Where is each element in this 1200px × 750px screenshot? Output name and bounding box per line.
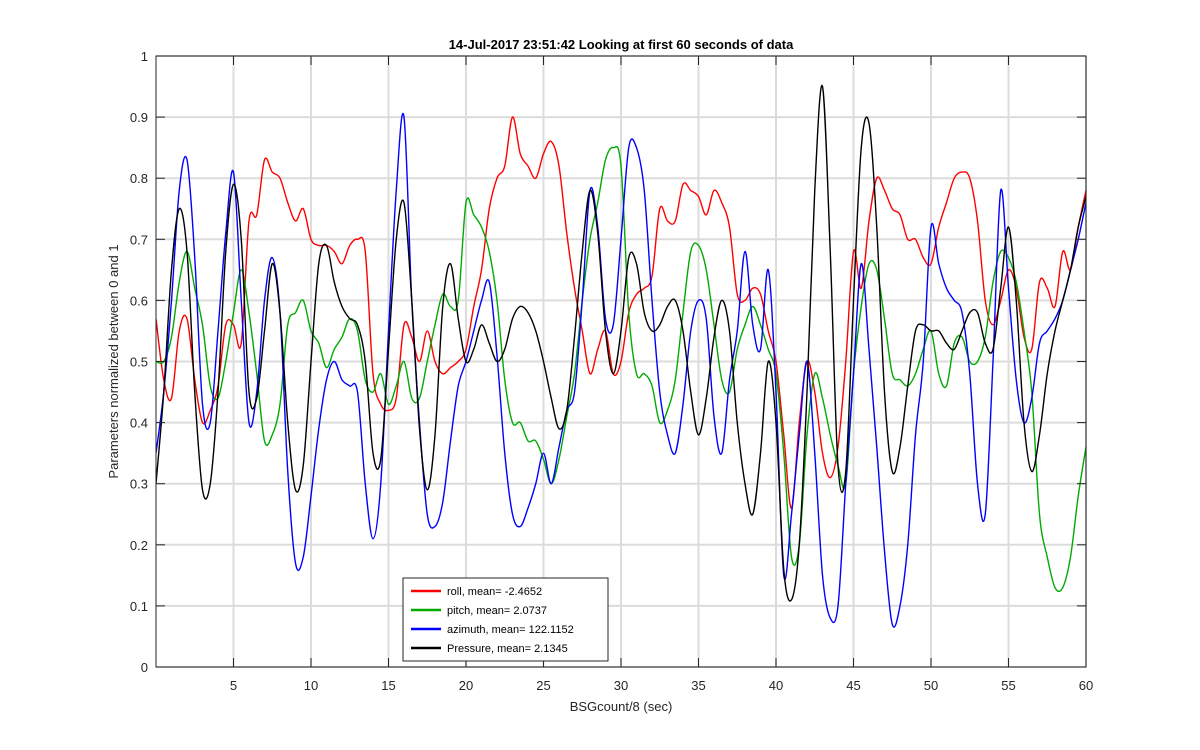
ticks: 5 10 15 20 25 30 35 40 45 50 55 60 0 0.1 0.2 0.3 0.4 0.5 0… <box>130 49 1093 693</box>
x-tick-label: 60 <box>1079 678 1093 693</box>
x-tick-label: 40 <box>769 678 783 693</box>
y-tick-label: 0.6 <box>130 293 148 308</box>
x-tick-label: 20 <box>459 678 473 693</box>
legend-entry-azimuth: azimuth, mean= 122.1152 <box>447 624 574 636</box>
chart-title: 14-Jul-2017 23:51:42 Looking at first 60… <box>449 37 794 52</box>
y-tick-label: 0.8 <box>130 171 148 186</box>
x-tick-label: 10 <box>304 678 318 693</box>
series-line-pressure <box>156 84 1086 602</box>
x-tick-label: 55 <box>1001 678 1015 693</box>
series-line-azimuth <box>156 113 1086 628</box>
x-tick-label: 25 <box>536 678 550 693</box>
x-tick-label: 35 <box>691 678 705 693</box>
y-tick-label: 0.3 <box>130 477 148 492</box>
y-tick-label: 0 <box>141 660 148 675</box>
x-tick-label: 30 <box>614 678 628 693</box>
series-group <box>156 84 1086 628</box>
y-tick-label: 0.4 <box>130 416 148 431</box>
legend-entry-roll: roll, mean= -2.4652 <box>447 586 542 598</box>
series-line-roll <box>156 116 1086 509</box>
x-axis-label: BSGcount/8 (sec) <box>570 699 673 714</box>
x-tick-label: 45 <box>846 678 860 693</box>
y-tick-label: 1 <box>141 49 148 64</box>
y-tick-label: 0.9 <box>130 110 148 125</box>
y-axis-label: Parameters normalized between 0 and 1 <box>106 244 121 478</box>
y-tick-label: 0.1 <box>130 599 148 614</box>
x-tick-label: 15 <box>381 678 395 693</box>
legend-entry-pressure: Pressure, mean= 2.1345 <box>447 643 568 655</box>
x-tick-label: 50 <box>924 678 938 693</box>
y-tick-label: 0.7 <box>130 232 148 247</box>
legend: roll, mean= -2.4652 pitch, mean= 2.0737 az… <box>402 577 609 662</box>
x-tick-label: 5 <box>230 678 237 693</box>
y-tick-label: 0.5 <box>130 355 148 370</box>
legend-entry-pitch: pitch, mean= 2.0737 <box>447 605 547 617</box>
y-tick-label: 0.2 <box>130 538 148 553</box>
